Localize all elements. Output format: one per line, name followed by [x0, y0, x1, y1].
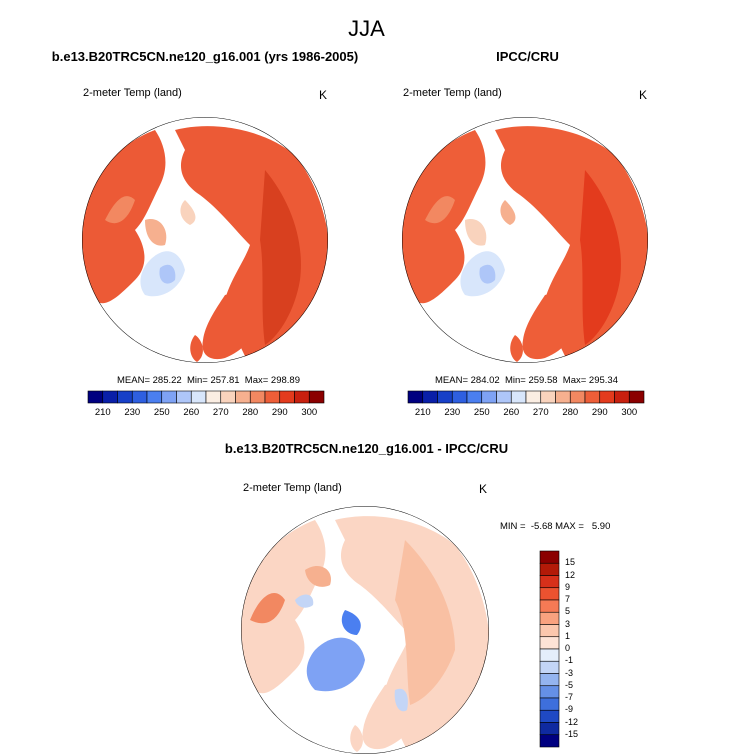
colorbar-3-swatch	[539, 587, 560, 601]
colorbar-1-swatch	[308, 390, 325, 404]
panel-2-title: IPCC/CRU	[496, 49, 559, 64]
colorbar-3-swatch	[539, 550, 560, 564]
colorbar-3-tick-label: -12	[565, 716, 579, 727]
colorbar-3-swatch	[539, 575, 560, 589]
colorbar-1-swatch	[294, 390, 310, 404]
panel-2-colorbar	[407, 390, 645, 404]
colorbar-3-tick-label: 5	[565, 606, 571, 617]
colorbar-3-swatch	[539, 709, 560, 723]
figure-title: JJA	[348, 16, 385, 41]
colorbar-2-tick-label: 300	[621, 407, 638, 418]
panel-1-title: b.e13.B20TRC5CN.ne120_g16.001 (yrs 1986-…	[51, 49, 359, 64]
colorbar-3-swatch	[539, 697, 560, 711]
colorbar-3-swatch	[539, 648, 560, 662]
panel-2-map	[402, 117, 648, 363]
colorbar-3-tick-label: 3	[565, 618, 571, 629]
colorbar-1-swatch	[249, 390, 266, 404]
colorbar-3-swatch	[539, 636, 560, 650]
colorbar-2-swatch	[555, 390, 571, 404]
colorbar-1-swatch	[131, 390, 148, 404]
colorbar-1-swatch	[235, 390, 251, 404]
colorbar-1-swatch	[264, 390, 281, 404]
panel-1-colorbar	[87, 390, 325, 404]
colorbar-1-swatch	[279, 390, 295, 404]
colorbar-2-swatch	[422, 390, 438, 404]
colorbar-2-tick-label: 250	[473, 407, 490, 418]
colorbar-2-swatch	[437, 390, 453, 404]
colorbar-3-swatch	[539, 734, 560, 748]
colorbar-3-tick-label: 12	[565, 569, 576, 580]
colorbar-1-swatch	[146, 390, 163, 404]
colorbar-3-swatch	[539, 660, 560, 674]
colorbar-1-tick-label: 230	[124, 407, 141, 418]
colorbar-2-tick-label: 270	[532, 407, 549, 418]
colorbar-2-swatch	[510, 390, 527, 404]
colorbar-3-swatch	[539, 562, 560, 576]
colorbar-3-tick-label: 15	[565, 557, 576, 568]
colorbar-1-tick-label: 260	[183, 407, 200, 418]
colorbar-2-swatch	[599, 390, 615, 404]
colorbar-3-tick-label: 0	[565, 643, 571, 653]
colorbar-2-tick-label: 210	[414, 407, 431, 418]
colorbar-3-tick-label: -1	[565, 655, 574, 666]
colorbar-3-tick-label: -5	[565, 679, 574, 690]
colorbar-1-tick-label: 290	[271, 407, 288, 418]
colorbar-2-swatch	[407, 390, 424, 404]
colorbar-1-swatch	[161, 390, 177, 404]
colorbar-2-swatch	[496, 390, 512, 404]
colorbar-1-swatch	[176, 390, 192, 404]
colorbar-2-tick-label: 230	[444, 407, 461, 418]
panel-2-stats: MEAN= 284.02 Min= 259.58 Max= 295.34	[435, 375, 618, 386]
diff-panel-variable-label: 2-meter Temp (land)	[243, 482, 342, 494]
colorbar-3-tick-label: 1	[565, 630, 571, 641]
colorbar-1-swatch	[220, 390, 236, 404]
diff-panel-map	[241, 506, 489, 754]
colorbar-2-swatch	[481, 390, 497, 404]
panel-2-variable-label: 2-meter Temp (land)	[403, 87, 502, 99]
panel-1-stats: MEAN= 285.22 Min= 257.81 Max= 298.89	[117, 375, 300, 386]
colorbar-3-swatch	[539, 611, 560, 625]
colorbar-3-tick-label: -9	[565, 704, 574, 715]
colorbar-3-swatch	[539, 673, 560, 687]
colorbar-2-tick-label: 280	[562, 407, 579, 418]
colorbar-3-tick-label: -7	[565, 692, 574, 702]
colorbar-2-swatch	[628, 390, 645, 404]
colorbar-1-swatch	[87, 390, 104, 404]
colorbar-2-swatch	[466, 390, 483, 404]
colorbar-1-tick-label: 210	[94, 407, 111, 418]
colorbar-2-tick-label: 290	[591, 407, 608, 418]
colorbar-1-swatch	[205, 390, 222, 404]
colorbar-3-tick-label: 7	[565, 594, 571, 604]
colorbar-3-tick-label: -15	[565, 728, 579, 739]
colorbar-3-swatch	[539, 722, 560, 736]
colorbar-1-tick-label: 270	[212, 407, 229, 418]
colorbar-2-swatch	[451, 390, 468, 404]
colorbar-1-swatch	[117, 390, 133, 404]
colorbar-3-swatch	[539, 685, 560, 699]
colorbar-2-swatch	[614, 390, 630, 404]
colorbar-3-swatch	[539, 624, 560, 638]
diff-panel-units-label: K	[479, 482, 488, 496]
colorbar-2-swatch	[540, 390, 556, 404]
colorbar-1-tick-label: 280	[242, 407, 259, 418]
panel-1-units-label: K	[319, 88, 328, 102]
colorbar-1-tick-label: 250	[153, 407, 170, 418]
colorbar-2-swatch	[525, 390, 542, 404]
panel-1-variable-label: 2-meter Temp (land)	[83, 87, 182, 99]
colorbar-2-swatch	[569, 390, 586, 404]
colorbar-2-tick-label: 260	[503, 407, 520, 418]
diff-panel-stats: MIN = -5.68 MAX = 5.90	[500, 521, 611, 532]
diff-panel-title: b.e13.B20TRC5CN.ne120_g16.001 - IPCC/CRU	[224, 441, 509, 456]
panel-2-units-label: K	[639, 88, 648, 102]
colorbar-3-swatch	[539, 599, 560, 613]
colorbar-3-tick-label: 9	[565, 581, 571, 592]
colorbar-3-tick-label: -3	[565, 667, 574, 678]
colorbar-1-swatch	[102, 390, 118, 404]
diff-panel-colorbar	[539, 550, 560, 748]
colorbar-1-swatch	[190, 390, 207, 404]
colorbar-2-swatch	[584, 390, 601, 404]
colorbar-1-tick-label: 300	[301, 407, 318, 418]
panel-1-map	[82, 117, 328, 363]
